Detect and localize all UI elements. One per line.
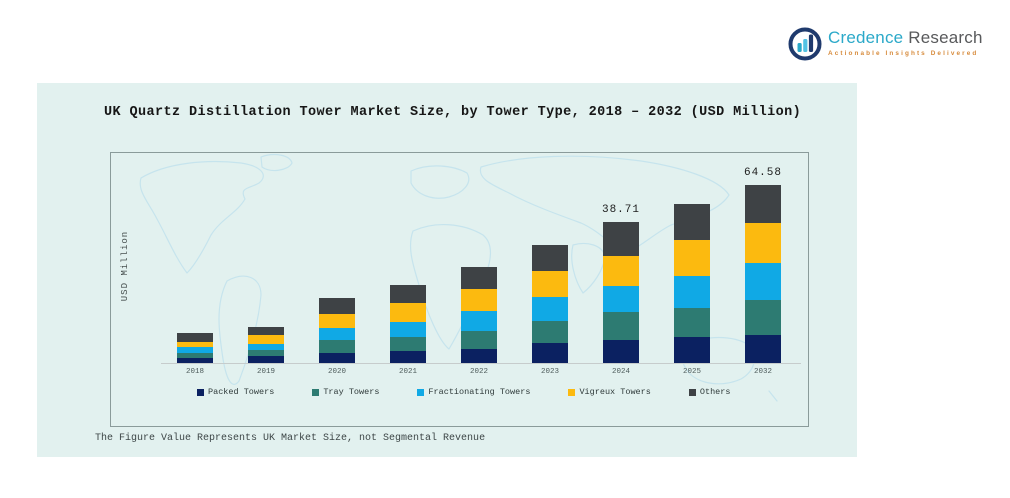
bar-segment-2023-vigreux-towers — [532, 270, 568, 297]
bar-segment-2019-tray-towers — [248, 350, 284, 357]
bar-segment-2021-fractionating-towers — [390, 321, 426, 338]
bar-segment-2024-tray-towers — [603, 312, 639, 341]
legend-label: Packed Towers — [208, 387, 275, 397]
bar-segment-2019-packed-towers — [248, 356, 284, 363]
brand-name-primary: Credence — [828, 28, 904, 47]
bar-value-label-2024: 38.71 — [601, 204, 640, 216]
plot-area: USD Million 2018 2019 2020 2021 2022 2023 2024… — [110, 152, 809, 427]
bar-segment-2032-tray-towers — [745, 300, 781, 335]
bar-2018 — [177, 333, 213, 363]
bar-segment-2032-vigreux-towers — [745, 223, 781, 263]
legend-swatch — [197, 388, 204, 396]
bar-2020 — [319, 298, 355, 363]
chart-title: UK Quartz Distillation Tower Market Size… — [104, 105, 802, 120]
bar-segment-2024-vigreux-towers — [603, 255, 639, 286]
bar-segment-2020-packed-towers — [319, 352, 355, 363]
logo-text: Credence Research Actionable Insights De… — [828, 26, 983, 57]
legend-swatch — [568, 388, 576, 396]
bar-segment-2020-fractionating-towers — [319, 328, 355, 341]
bar-2025 — [674, 204, 710, 363]
bar-segment-2018-fractionating-towers — [177, 347, 213, 353]
x-axis-label-2022: 2022 — [469, 368, 488, 376]
chart-legend: Packed Towers Tray Towers Fractionating To… — [197, 387, 730, 397]
bar-segment-2025-vigreux-towers — [674, 239, 710, 277]
credence-research-logo: Credence Research Actionable Insights De… — [787, 26, 982, 66]
x-axis-label-2032: 2032 — [753, 368, 772, 376]
bar-segment-2025-packed-towers — [674, 336, 710, 363]
brand-tagline: Actionable Insights Delivered — [828, 50, 979, 57]
bar-2032 — [745, 185, 781, 363]
x-axis-label-2024: 2024 — [611, 368, 630, 376]
bar-segment-2025-tray-towers — [674, 307, 710, 337]
bar-segment-2032-packed-towers — [745, 334, 781, 363]
bar-segment-2019-vigreux-towers — [248, 335, 284, 344]
bar-segment-2025-others — [674, 204, 710, 240]
bar-segment-2023-packed-towers — [532, 343, 568, 363]
legend-item-fractionating-towers: Fractionating Towers — [417, 387, 530, 397]
legend-item-tray-towers: Tray Towers — [312, 387, 379, 397]
legend-swatch — [312, 388, 320, 396]
bar-value-label-2032: 64.58 — [743, 167, 782, 179]
bar-segment-2022-packed-towers — [461, 348, 497, 363]
x-axis-label-2025: 2025 — [682, 368, 701, 376]
bar-2021 — [390, 285, 426, 363]
bar-segment-2023-fractionating-towers — [532, 296, 568, 321]
x-axis-label-2020: 2020 — [327, 368, 346, 376]
brand-name: Credence Research — [828, 28, 983, 48]
bar-segment-2021-tray-towers — [390, 337, 426, 352]
bar-segment-2024-fractionating-towers — [603, 285, 639, 313]
legend-label: Vigreux Towers — [579, 387, 651, 397]
brand-name-secondary: Research — [908, 28, 983, 47]
bar-segment-2019-others — [248, 327, 284, 336]
bar-segment-2022-others — [461, 267, 497, 290]
x-axis-line — [161, 363, 801, 364]
y-axis-label: USD Million — [120, 230, 130, 302]
legend-item-vigreux-towers: Vigreux Towers — [568, 387, 651, 397]
bar-segment-2024-packed-towers — [603, 340, 639, 363]
bar-segment-2018-tray-towers — [177, 352, 213, 358]
bar-segment-2020-tray-towers — [319, 340, 355, 353]
bar-segment-2022-tray-towers — [461, 330, 497, 349]
bar-2024 — [603, 222, 639, 363]
bar-segment-2023-others — [532, 245, 568, 271]
bar-segment-2021-packed-towers — [390, 351, 426, 363]
chart-card: UK Quartz Distillation Tower Market Size… — [37, 83, 857, 457]
bar-2022 — [461, 267, 497, 363]
world-map-backdrop — [139, 153, 778, 402]
legend-swatch — [417, 388, 425, 396]
bar-segment-2020-others — [319, 298, 355, 314]
legend-item-packed-towers: Packed Towers — [197, 387, 274, 397]
legend-label: Tray Towers — [323, 387, 380, 397]
x-axis-label-2019: 2019 — [256, 368, 275, 376]
bar-segment-2018-others — [177, 333, 213, 342]
x-axis-label-2023: 2023 — [540, 368, 559, 376]
bar-2023 — [532, 245, 568, 363]
legend-label: Others — [699, 387, 731, 397]
bar-segment-2020-vigreux-towers — [319, 313, 355, 329]
bar-segment-2032-others — [745, 185, 781, 224]
bar-segment-2023-tray-towers — [532, 320, 568, 344]
bar-segment-2032-fractionating-towers — [745, 262, 781, 301]
bar-segment-2019-fractionating-towers — [248, 343, 284, 351]
x-axis-label-2018: 2018 — [185, 368, 204, 376]
bar-segment-2024-others — [603, 222, 639, 256]
chart-footnote: The Figure Value Represents UK Market Si… — [95, 433, 486, 444]
legend-item-others: Others — [688, 387, 731, 397]
bar-segment-2021-others — [390, 285, 426, 303]
bar-segment-2018-packed-towers — [177, 357, 213, 363]
x-axis-label-2021: 2021 — [398, 368, 417, 376]
legend-label: Fractionating Towers — [428, 387, 531, 397]
bar-2019 — [248, 327, 284, 363]
legend-swatch — [688, 388, 696, 396]
bar-segment-2022-vigreux-towers — [461, 289, 497, 311]
bar-segment-2025-fractionating-towers — [674, 276, 710, 308]
logo-bar-chart-icon — [788, 27, 822, 61]
bar-segment-2018-vigreux-towers — [177, 341, 213, 348]
bar-segment-2022-fractionating-towers — [461, 310, 497, 331]
bar-segment-2021-vigreux-towers — [390, 302, 426, 322]
